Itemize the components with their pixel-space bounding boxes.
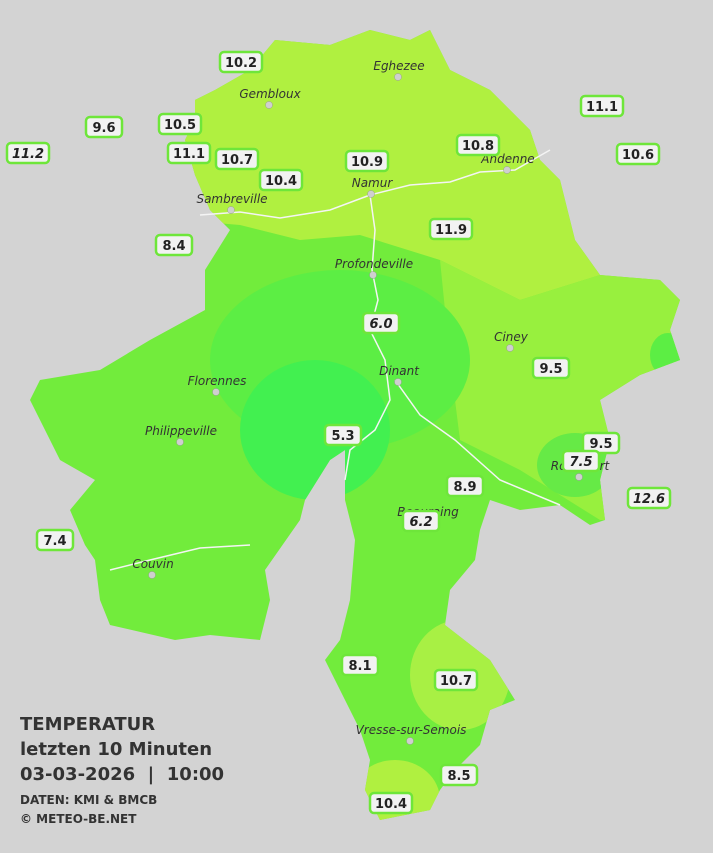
station-box: [439, 763, 479, 787]
station-box: [5, 141, 51, 165]
station-temperature: 11.1: [586, 100, 618, 115]
station-temperature: 10.5: [164, 118, 196, 133]
copyright: © METEO-BE.NET: [20, 812, 137, 826]
station-temperature: 12.6: [633, 492, 665, 507]
station-temperature: 9.6: [92, 121, 115, 136]
station-box: [445, 474, 485, 498]
station-temperature: 8.1: [348, 659, 371, 674]
station-temperature: 5.3: [331, 429, 354, 444]
station-box: [368, 791, 414, 815]
city-name: Eghezee: [373, 59, 424, 73]
city-dot: [367, 190, 375, 198]
station-box: [340, 653, 380, 677]
subtitle: letzten 10 Minuten: [20, 739, 212, 760]
station-box: [561, 449, 601, 473]
city-name: Florennes: [188, 374, 247, 388]
city-dot: [265, 101, 273, 109]
city-name: Profondeville: [335, 257, 413, 271]
city-dot: [227, 206, 235, 214]
station-box: [531, 356, 571, 380]
station-temperature: 9.5: [589, 437, 612, 452]
station-box: [361, 311, 401, 335]
station-temperature: 10.7: [440, 674, 472, 689]
station-temperature: 9.5: [539, 362, 562, 377]
datetime: 03-03-2026 | 10:00: [20, 764, 224, 785]
station-temperature: 8.9: [453, 480, 476, 495]
station-box: [157, 112, 203, 136]
station-box: [258, 168, 304, 192]
station-box: [428, 217, 474, 241]
station-box: [35, 528, 75, 552]
city-dot: [575, 473, 583, 481]
station-temperature: 8.5: [447, 769, 470, 784]
station-box: [218, 50, 264, 74]
station-box: [455, 133, 501, 157]
city-name: Gembloux: [239, 87, 301, 101]
rivers: [109, 149, 561, 571]
station-box: [323, 423, 363, 447]
station-box: [401, 509, 441, 533]
station-temperature: 8.4: [162, 239, 185, 254]
station-box: [154, 233, 194, 257]
station-box: [626, 486, 672, 510]
city-name: Namur: [352, 176, 394, 190]
station-box: [344, 149, 390, 173]
station-temperature: 10.4: [265, 174, 297, 189]
station-box: [433, 668, 479, 692]
title: TEMPERATUR: [20, 714, 155, 735]
city-name: Vresse-sur-Semois: [356, 723, 467, 737]
station-temperature: 10.7: [221, 153, 253, 168]
station-temperature: 11.9: [435, 223, 467, 238]
station-box: [581, 431, 621, 455]
station-box: [84, 115, 124, 139]
station-box: [579, 94, 625, 118]
station-temperature: 10.4: [375, 797, 407, 812]
station-temperature: 10.8: [462, 139, 494, 154]
city-dot: [394, 73, 402, 81]
city-name: Ciney: [494, 330, 529, 344]
city-dot: [503, 166, 511, 174]
city-dot: [369, 271, 377, 279]
station-temperature: 10.9: [351, 155, 383, 170]
city-dot: [406, 737, 414, 745]
city-dot: [212, 388, 220, 396]
station-temperature: 10.2: [225, 56, 257, 71]
station-temperature: 6.0: [369, 317, 392, 332]
station-box: [615, 142, 661, 166]
station-temperature: 6.2: [409, 515, 432, 530]
station-temperature: 7.4: [43, 534, 66, 549]
city-dot: [394, 378, 402, 386]
city-dot: [506, 344, 514, 352]
station-temperature: 10.6: [622, 148, 654, 163]
city-dot: [148, 571, 156, 579]
station-temperature: 7.5: [569, 455, 592, 470]
city-name: Dinant: [379, 364, 420, 378]
station-temperature: 11.1: [173, 147, 205, 162]
source: DATEN: KMI & BMCB: [20, 793, 157, 807]
station-temperature: 11.2: [12, 147, 44, 162]
city-dot: [176, 438, 184, 446]
city-name: Couvin: [132, 557, 173, 571]
station-box: [166, 141, 212, 165]
city-name: Philippeville: [145, 424, 217, 438]
station-box: [214, 147, 260, 171]
city-name: Sambreville: [196, 192, 267, 206]
